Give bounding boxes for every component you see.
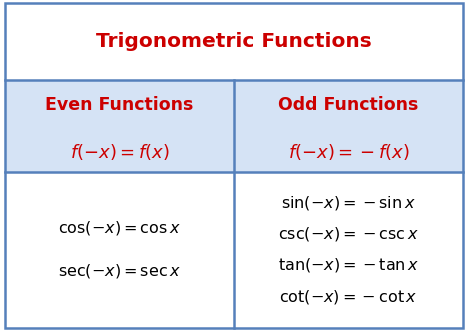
Text: $f(-x)=f(x)$: $f(-x)=f(x)$	[70, 142, 169, 162]
Text: $\mathrm{csc}(-x) = -\mathrm{csc}\,x$: $\mathrm{csc}(-x) = -\mathrm{csc}\,x$	[278, 225, 419, 243]
Text: Trigonometric Functions: Trigonometric Functions	[96, 32, 372, 51]
Text: $f(-x)=-f(x)$: $f(-x)=-f(x)$	[288, 142, 410, 162]
Text: Even Functions: Even Functions	[45, 96, 194, 115]
Bar	[5, 3, 463, 79]
Text: $\mathrm{sin}(-x) = -\mathrm{sin}\,x$: $\mathrm{sin}(-x) = -\mathrm{sin}\,x$	[281, 194, 416, 212]
Text: $\mathrm{tan}(-x) = -\mathrm{tan}\,x$: $\mathrm{tan}(-x) = -\mathrm{tan}\,x$	[278, 257, 419, 274]
Text: $\mathrm{sec}(-x) = \mathrm{sec}\,x$: $\mathrm{sec}(-x) = \mathrm{sec}\,x$	[58, 262, 181, 280]
Bar	[5, 79, 463, 172]
Text: Odd Functions: Odd Functions	[278, 96, 419, 115]
Text: $\mathrm{cot}(-x) = -\mathrm{cot}\,x$: $\mathrm{cot}(-x) = -\mathrm{cot}\,x$	[279, 288, 418, 306]
Text: $\mathrm{cos}(-x) = \mathrm{cos}\,x$: $\mathrm{cos}(-x) = \mathrm{cos}\,x$	[58, 219, 181, 237]
Bar	[5, 172, 463, 328]
